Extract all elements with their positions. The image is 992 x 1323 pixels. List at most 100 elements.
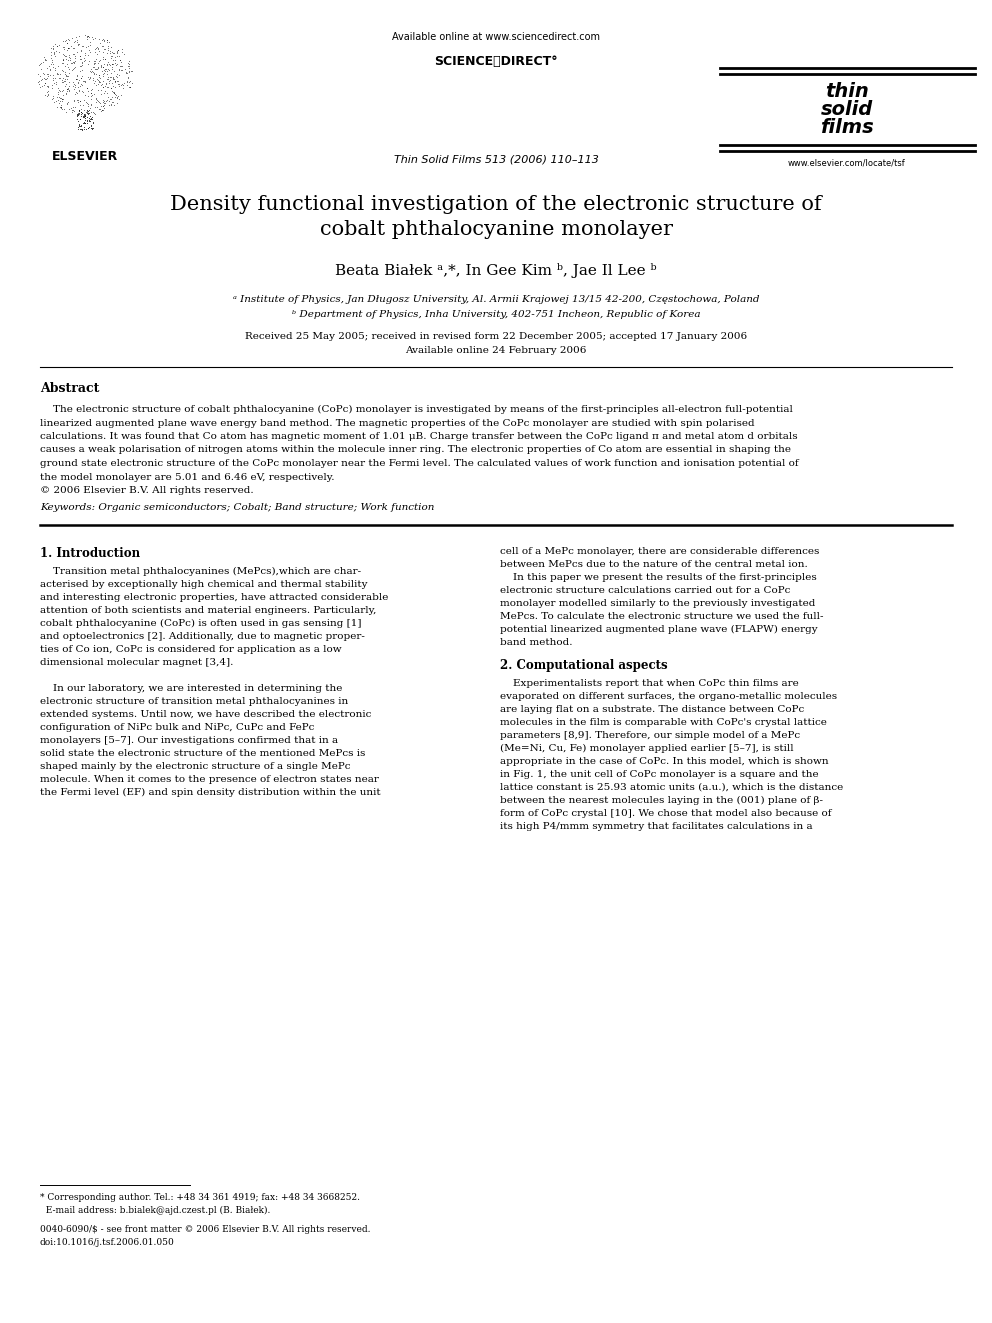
Point [101,71,117,93]
Point [65,37,81,58]
Point [104,81,120,102]
Point [69,66,85,87]
Point [106,94,122,115]
Text: thin: thin [825,82,869,101]
Point [55,50,70,71]
Point [87,38,103,60]
Text: linearized augmented plane wave energy band method. The magnetic properties of t: linearized augmented plane wave energy b… [40,418,755,427]
Point [56,38,71,60]
Point [84,61,100,82]
Point [33,54,49,75]
Text: the Fermi level (EF) and spin density distribution within the unit: the Fermi level (EF) and spin density di… [40,789,381,798]
Point [66,78,82,99]
Point [43,38,59,60]
Point [111,45,127,66]
Point [103,94,119,115]
Point [95,90,111,111]
Point [111,75,127,97]
Point [51,86,66,107]
Point [77,71,93,93]
Point [81,111,97,132]
Point [49,64,64,85]
Point [56,71,71,93]
Text: Density functional investigation of the electronic structure of: Density functional investigation of the … [171,194,821,214]
Text: www.elsevier.com/locate/tsf: www.elsevier.com/locate/tsf [788,157,906,167]
Point [118,62,134,83]
Text: between the nearest molecules laying in the (001) plane of β-: between the nearest molecules laying in … [500,796,823,806]
Text: molecules in the film is comparable with CoPc's crystal lattice: molecules in the film is comparable with… [500,718,827,728]
Point [76,48,92,69]
Point [53,97,68,118]
Point [66,90,82,111]
Point [42,65,58,86]
Point [91,70,107,91]
Point [66,46,82,67]
Point [47,44,62,65]
Point [58,70,73,91]
Point [33,66,49,87]
Point [83,89,99,110]
Point [95,57,111,78]
Point [76,106,92,127]
Point [73,56,89,77]
Point [95,77,111,98]
Point [79,112,95,134]
Point [80,102,96,123]
Point [95,64,111,85]
Point [93,95,109,116]
Point [76,105,92,126]
Point [63,101,79,122]
Point [56,53,71,74]
Point [113,74,129,95]
Point [67,48,83,69]
Point [70,71,86,93]
Point [64,60,80,81]
Point [119,75,135,97]
Text: the model monolayer are 5.01 and 6.46 eV, respectively.: the model monolayer are 5.01 and 6.46 eV… [40,472,334,482]
Point [73,36,89,57]
Point [95,91,111,112]
Point [46,38,62,60]
Point [63,98,79,119]
Point [105,67,121,89]
Point [54,87,69,108]
Point [36,64,52,85]
Point [46,91,62,112]
Point [111,58,127,79]
Text: evaporated on different surfaces, the organo-metallic molecules: evaporated on different surfaces, the or… [500,692,837,701]
Point [76,42,92,64]
Point [77,36,93,57]
Point [53,67,68,89]
Point [86,28,102,49]
Point [119,62,135,83]
Point [66,74,82,95]
Point [64,44,80,65]
Point [90,64,106,85]
Point [56,85,71,106]
Point [72,45,88,66]
Point [120,66,136,87]
Point [31,70,47,91]
Point [36,67,52,89]
Point [70,79,86,101]
Text: appropriate in the case of CoPc. In this model, which is shown: appropriate in the case of CoPc. In this… [500,757,828,766]
Point [105,49,121,70]
Point [68,26,84,48]
Point [103,62,119,83]
Point [84,102,100,123]
Point [54,94,69,115]
Point [69,103,85,124]
Point [116,44,132,65]
Point [56,49,71,70]
Point [95,46,111,67]
Point [83,61,99,82]
Point [37,74,53,95]
Point [91,50,107,71]
Point [70,25,86,46]
Point [104,58,120,79]
Point [48,34,63,56]
Point [78,119,94,140]
Point [59,78,74,99]
Point [83,86,99,107]
Point [58,66,73,87]
